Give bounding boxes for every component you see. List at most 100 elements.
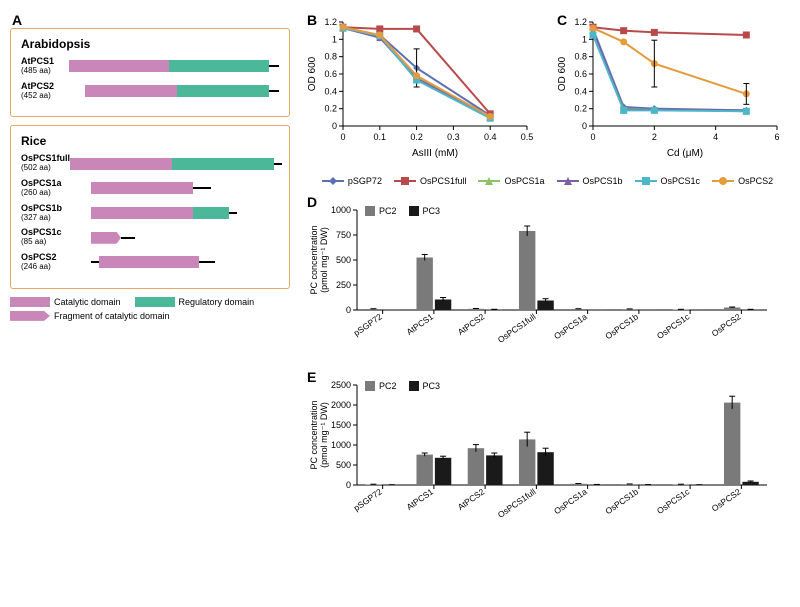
svg-text:(pmol mg⁻¹ DW): (pmol mg⁻¹ DW): [319, 402, 329, 468]
legend-bc: pSGP72 OsPCS1full OsPCS1a OsPCS1b OsPCS1c OsP…: [305, 176, 790, 186]
svg-text:0: 0: [590, 132, 595, 142]
svg-text:0: 0: [346, 305, 351, 315]
svg-text:2500: 2500: [331, 380, 351, 390]
svg-text:OsPCS1a: OsPCS1a: [552, 311, 589, 341]
svg-text:OsPCS1full: OsPCS1full: [496, 486, 538, 519]
protein-name: AtPCS2(452 aa): [21, 82, 85, 101]
legend-item: PC3: [409, 206, 441, 216]
svg-text:Cd (μM): Cd (μM): [667, 148, 703, 159]
svg-text:0.2: 0.2: [574, 104, 587, 114]
svg-text:OsPCS1b: OsPCS1b: [603, 486, 640, 516]
svg-text:0.1: 0.1: [374, 132, 387, 142]
panel-a-label: A: [12, 12, 22, 28]
svg-text:6: 6: [774, 132, 779, 142]
svg-text:0: 0: [332, 121, 337, 131]
svg-text:2000: 2000: [331, 400, 351, 410]
svg-text:AtPCS2: AtPCS2: [456, 311, 487, 337]
panel-b: B 0 0.2 0.4 0.6 0.8 1 1.2 0 0.1 0.2 0.3 0.4 0.5 OD 60…: [305, 10, 540, 160]
svg-text:750: 750: [336, 230, 351, 240]
svg-text:1: 1: [582, 34, 587, 44]
svg-text:OsPCS2: OsPCS2: [710, 486, 743, 513]
svg-text:4: 4: [713, 132, 718, 142]
svg-text:OsPCS2: OsPCS2: [710, 311, 743, 338]
svg-text:AtPCS1: AtPCS1: [405, 486, 436, 512]
svg-text:0.5: 0.5: [521, 132, 534, 142]
protein-name: OsPCS1c(85 aa): [21, 228, 91, 247]
legend-item: OsPCS1c: [635, 176, 701, 186]
panel-d-label: D: [307, 194, 317, 210]
protein-group: Arabidopsis AtPCS1(485 aa) AtPCS2(452 aa): [10, 28, 290, 117]
svg-text:pSGP72: pSGP72: [352, 311, 384, 338]
svg-text:1000: 1000: [331, 440, 351, 450]
protein-name: OsPCS1b(327 aa): [21, 204, 91, 223]
protein-row: OsPCS1b(327 aa): [21, 204, 279, 223]
svg-text:PC concentration: PC concentration: [309, 400, 319, 469]
svg-text:OsPCS1b: OsPCS1b: [603, 311, 640, 341]
legend-item: OsPCS2: [712, 176, 773, 186]
svg-text:2: 2: [652, 132, 657, 142]
svg-text:0.4: 0.4: [574, 86, 587, 96]
figure: A Arabidopsis AtPCS1(485 aa) AtPCS2(452 aa…: [10, 10, 790, 532]
svg-text:1: 1: [332, 34, 337, 44]
legend-catalytic: Catalytic domain: [54, 297, 121, 307]
svg-text:0.4: 0.4: [484, 132, 497, 142]
svg-text:AtPCS2: AtPCS2: [456, 486, 487, 512]
legend-fragment: Fragment of catalytic domain: [54, 311, 170, 321]
svg-text:0: 0: [582, 121, 587, 131]
legend-item: PC2: [365, 381, 397, 391]
legend-item: pSGP72: [322, 176, 382, 186]
svg-text:250: 250: [336, 280, 351, 290]
protein-row: AtPCS1(485 aa): [21, 57, 279, 76]
panel-c: C 0 0.2 0.4 0.6 0.8 1 1.2 0 2 4 6 OD 600 Cd (μM): [555, 10, 790, 160]
protein-row: OsPCS1c(85 aa): [21, 228, 279, 247]
panel-c-label: C: [557, 12, 567, 28]
svg-text:OsPCS1c: OsPCS1c: [655, 486, 692, 516]
legend-item: OsPCS1b: [557, 176, 623, 186]
svg-text:pSGP72: pSGP72: [352, 486, 384, 513]
panel-d: D PC2PC3 02505007501000PC concentration(…: [305, 192, 790, 357]
svg-text:0: 0: [346, 480, 351, 490]
svg-text:0.6: 0.6: [574, 69, 587, 79]
svg-text:AsIII (mM): AsIII (mM): [412, 148, 458, 159]
svg-text:1000: 1000: [331, 205, 351, 215]
svg-text:0.6: 0.6: [324, 69, 337, 79]
svg-text:0.8: 0.8: [574, 52, 587, 62]
protein-name: OsPCS1a(260 aa): [21, 179, 91, 198]
svg-text:OsPCS1c: OsPCS1c: [655, 311, 692, 341]
svg-text:0.3: 0.3: [447, 132, 460, 142]
svg-text:0.2: 0.2: [410, 132, 423, 142]
panel-b-label: B: [307, 12, 317, 28]
svg-text:0.2: 0.2: [324, 104, 337, 114]
panel-a: A Arabidopsis AtPCS1(485 aa) AtPCS2(452 aa…: [10, 10, 290, 532]
protein-row: OsPCS1full(502 aa): [21, 154, 279, 173]
legend-item: PC3: [409, 381, 441, 391]
svg-text:0.4: 0.4: [324, 86, 337, 96]
protein-name: AtPCS1(485 aa): [21, 57, 69, 76]
protein-row: OsPCS1a(260 aa): [21, 179, 279, 198]
legend-item: OsPCS1a: [478, 176, 544, 186]
svg-text:OsPCS1full: OsPCS1full: [496, 311, 538, 344]
group-title: Rice: [21, 134, 279, 148]
protein-row: OsPCS2(246 aa): [21, 253, 279, 272]
legend-item: PC2: [365, 206, 397, 216]
svg-text:PC concentration: PC concentration: [309, 225, 319, 294]
protein-name: OsPCS2(246 aa): [21, 253, 91, 272]
svg-text:0.8: 0.8: [324, 52, 337, 62]
svg-text:(pmol mg⁻¹ DW): (pmol mg⁻¹ DW): [319, 227, 329, 293]
panel-e-label: E: [307, 369, 316, 385]
svg-text:AtPCS1: AtPCS1: [405, 311, 436, 337]
svg-text:1.2: 1.2: [574, 17, 587, 27]
svg-text:0: 0: [340, 132, 345, 142]
group-title: Arabidopsis: [21, 37, 279, 51]
protein-group: Rice OsPCS1full(502 aa) OsPCS1a(260 aa) OsP…: [10, 125, 290, 288]
svg-text:1.2: 1.2: [324, 17, 337, 27]
svg-text:500: 500: [336, 460, 351, 470]
svg-text:1500: 1500: [331, 420, 351, 430]
svg-text:OD 600: OD 600: [557, 56, 568, 91]
legend-item: OsPCS1full: [394, 176, 467, 186]
panel-a-legend: Catalytic domain Regulatory domain Fragm…: [10, 297, 290, 321]
panel-e: E PC2 PC3 0 500 1000 1500 2000 2500 PC concentr…: [305, 367, 790, 532]
protein-name: OsPCS1full(502 aa): [21, 154, 70, 173]
svg-text:OD 600: OD 600: [307, 56, 318, 91]
protein-row: AtPCS2(452 aa): [21, 82, 279, 101]
